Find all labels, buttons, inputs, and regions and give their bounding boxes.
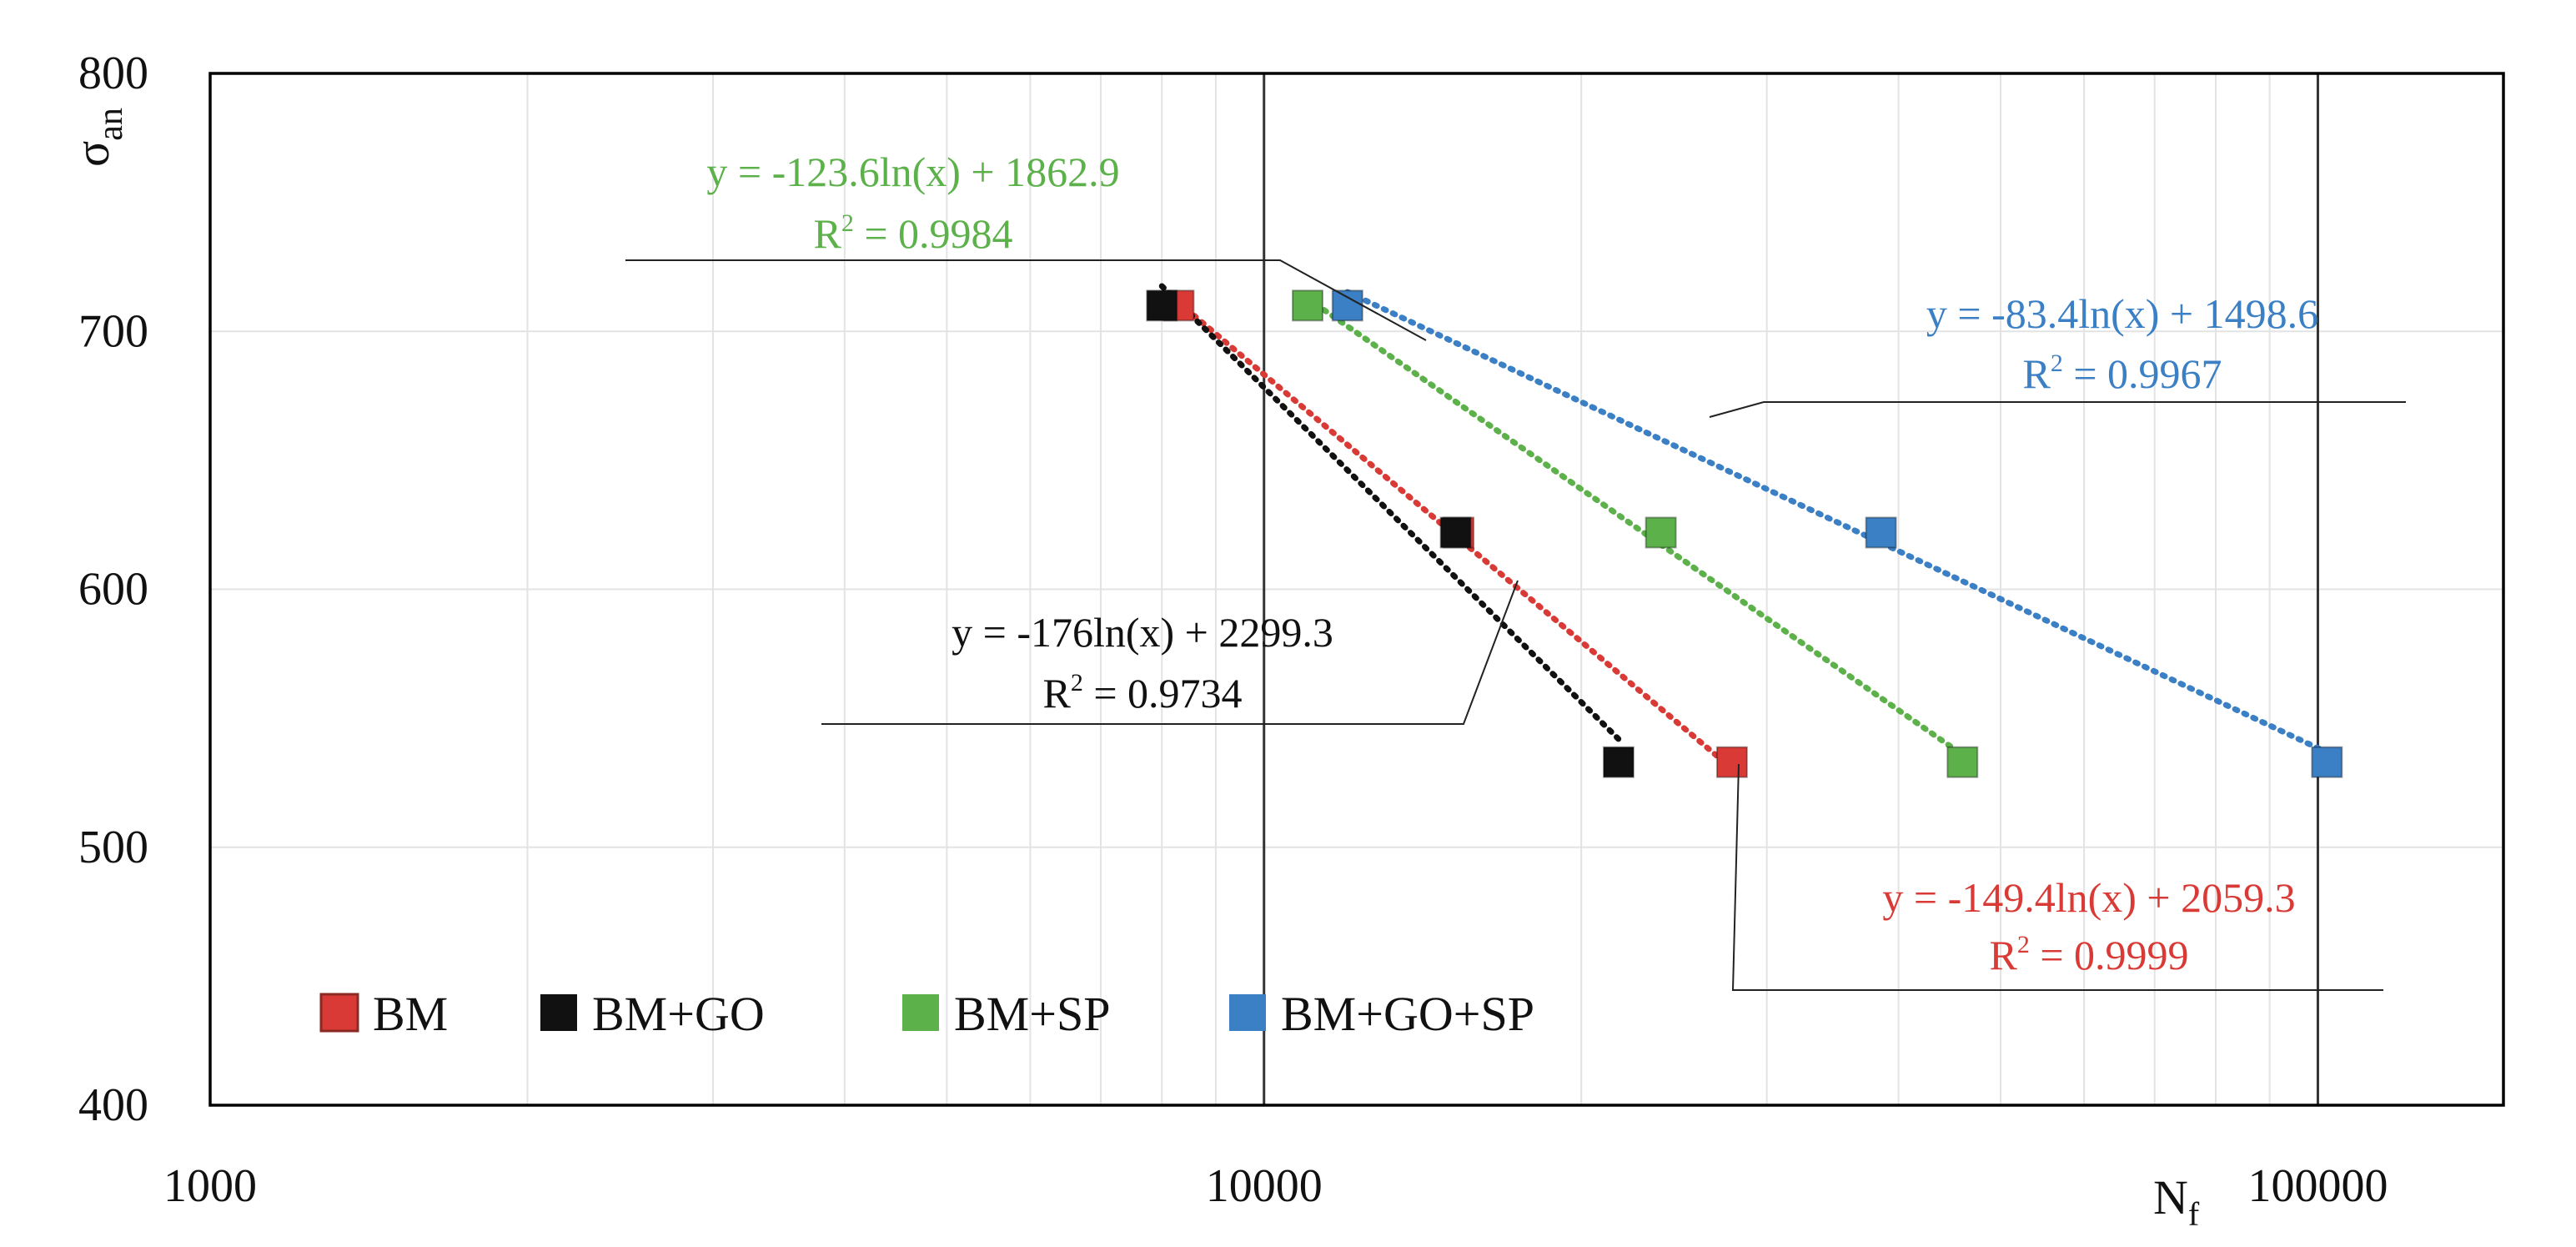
legend-label-bm-sp: BM+SP: [954, 987, 1110, 1041]
point-bm-go: [1439, 516, 1472, 549]
x-tick-label: 100000: [2247, 1160, 2388, 1212]
legend-swatch-bm-sp: [902, 994, 939, 1031]
y-tick-label: 600: [78, 564, 148, 616]
x-tick-labels: 1000 10000 100000: [163, 1160, 2388, 1212]
legend-swatch-bm-go: [540, 994, 577, 1031]
equation-bm-sp: y = -123.6ln(x) + 1862.9 R2 = 0.9984: [706, 148, 1119, 257]
point-bm: [1715, 746, 1748, 778]
point-bm-sp: [1292, 289, 1324, 322]
equation-bm-sp-r2: R2 = 0.9984: [813, 209, 1012, 257]
y-tick-label: 800: [78, 48, 148, 99]
y-tick-label: 400: [78, 1079, 148, 1131]
y-axis-label: σan: [65, 108, 130, 167]
point-bm-go-sp: [2311, 746, 2343, 778]
data-points: [1146, 289, 2343, 778]
equation-bm-go-sp-formula: y = -83.4ln(x) + 1498.6: [1926, 290, 2318, 337]
major-vertical-lines: [1263, 73, 2319, 1105]
equation-bm-go: y = -176ln(x) + 2299.3 R2 = 0.9734: [952, 609, 1333, 717]
equation-bm-go-sp: y = -83.4ln(x) + 1498.6 R2 = 0.9967: [1926, 290, 2318, 397]
legend-label-bm: BM: [373, 987, 448, 1041]
legend-swatch-bm-go-sp: [1229, 994, 1266, 1031]
legend-swatch-bm: [319, 993, 359, 1033]
legend-label-bm-go-sp: BM+GO+SP: [1281, 987, 1534, 1041]
equation-bm-formula: y = -149.4ln(x) + 2059.3: [1882, 874, 2295, 921]
equation-bm-go-formula: y = -176ln(x) + 2299.3: [952, 609, 1333, 656]
x-tick-label: 10000: [1206, 1160, 1323, 1212]
trendline-bm-go-sp: [1344, 289, 2330, 756]
equation-bm-sp-formula: y = -123.6ln(x) + 1862.9: [706, 148, 1119, 195]
point-bm-go-sp: [1865, 516, 1897, 549]
legend-label-bm-go: BM+GO: [592, 987, 765, 1041]
point-bm-sp: [1946, 746, 1979, 778]
legend: BM BM+GO BM+SP BM+GO+SP: [319, 987, 1534, 1041]
leader-bm-sp: [625, 259, 1427, 341]
point-bm-go-sp: [1331, 289, 1363, 322]
leader-bm: [1731, 763, 2383, 991]
point-bm-go: [1602, 746, 1634, 778]
point-bm-go: [1146, 289, 1178, 322]
equation-bm-go-r2: R2 = 0.9734: [1042, 669, 1242, 717]
x-axis-label: Nf: [2153, 1170, 2200, 1233]
plot-frame: [208, 72, 2505, 1107]
equation-bm: y = -149.4ln(x) + 2059.3 R2 = 0.9999: [1882, 874, 2295, 978]
y-tick-labels: 400 500 600 700 800: [78, 48, 148, 1131]
point-bm-sp: [1645, 516, 1677, 549]
y-tick-label: 500: [78, 822, 148, 873]
equation-bm-r2: R2 = 0.9999: [1989, 931, 2188, 978]
equation-leaders: [625, 259, 2406, 991]
trendline-bm-sp: [1304, 295, 1966, 758]
leader-bm-go-sp: [1709, 401, 2406, 418]
y-tick-label: 700: [78, 305, 148, 357]
x-tick-label: 1000: [163, 1160, 257, 1212]
equation-bm-go-sp-r2: R2 = 0.9967: [2022, 349, 2222, 397]
trendline-bm-go: [1158, 283, 1622, 742]
leader-bm-go: [821, 580, 1519, 725]
